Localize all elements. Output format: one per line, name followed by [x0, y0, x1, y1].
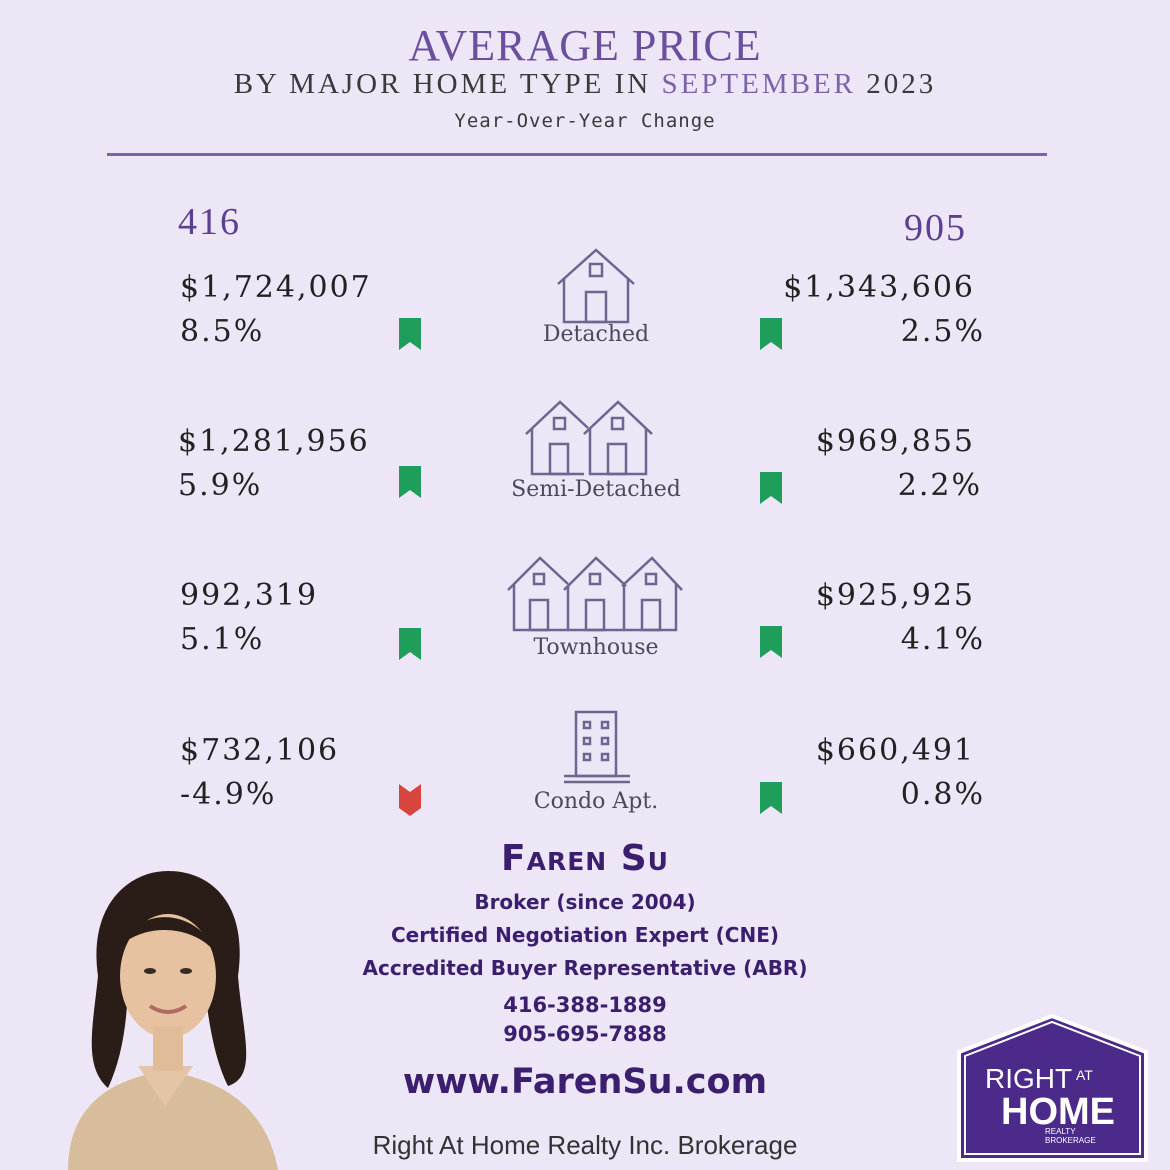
- semi-905-change: 2.2%: [897, 468, 982, 503]
- condo-building-icon: [562, 710, 632, 786]
- arrow-up-icon: [760, 626, 782, 658]
- agent-certification-abr: Accredited Buyer Representative (ABR): [362, 956, 808, 980]
- condo-416-price: $732,106: [180, 733, 340, 768]
- town-416-change: 5.1%: [180, 622, 265, 657]
- semi-416-price: $1,281,956: [178, 424, 370, 459]
- detached-label: Detached: [542, 322, 650, 347]
- semi-detached-house-icon: [524, 400, 654, 476]
- region-905-label: 905: [904, 207, 967, 249]
- agent-name: Faren Su: [501, 838, 669, 879]
- arrow-up-icon: [760, 472, 782, 504]
- page-title: AVERAGE PRICE: [408, 21, 762, 70]
- agent-photo: [28, 866, 303, 1170]
- arrow-up-icon: [399, 628, 421, 660]
- agent-website-link[interactable]: www.FarenSu.com: [402, 1062, 768, 1102]
- condo-label: Condo Apt.: [533, 789, 659, 814]
- arrow-up-icon: [399, 466, 421, 498]
- semi-905-price: $969,855: [815, 424, 975, 459]
- svg-text:BROKERAGE: BROKERAGE: [1045, 1136, 1096, 1145]
- arrow-down-icon: [399, 784, 421, 816]
- page-subtitle: BY MAJOR HOME TYPE IN SEPTEMBER 2023: [233, 68, 937, 100]
- house-icon: [556, 248, 636, 324]
- detached-416-price: $1,724,007: [180, 270, 372, 305]
- townhouse-icon: [506, 556, 684, 632]
- region-416-label: 416: [178, 201, 241, 243]
- town-905-price: $925,925: [815, 578, 975, 613]
- semi-detached-label: Semi-Detached: [511, 477, 681, 502]
- town-416-price: 992,319: [180, 578, 319, 613]
- agent-certification-cne: Certified Negotiation Expert (CNE): [390, 923, 779, 947]
- svg-text:HOME: HOME: [1001, 1091, 1115, 1133]
- arrow-up-icon: [399, 318, 421, 350]
- agent-title: Broker (since 2004): [474, 890, 696, 914]
- brokerage-name: Right At Home Realty Inc. Brokerage: [372, 1130, 798, 1160]
- agent-phone-905[interactable]: 905-695-7888: [503, 1022, 667, 1046]
- semi-416-change: 5.9%: [178, 468, 263, 503]
- town-905-change: 4.1%: [900, 622, 985, 657]
- agent-phone-416[interactable]: 416-388-1889: [503, 993, 667, 1017]
- townhouse-label: Townhouse: [533, 635, 659, 660]
- detached-905-change: 2.5%: [900, 314, 985, 349]
- arrow-up-icon: [760, 782, 782, 814]
- yoy-caption: Year-Over-Year Change: [454, 110, 716, 132]
- detached-416-change: 8.5%: [180, 314, 265, 349]
- condo-905-price: $660,491: [815, 733, 975, 768]
- svg-text:AT: AT: [1076, 1067, 1093, 1083]
- header-divider: [107, 153, 1047, 156]
- condo-416-change: -4.9%: [180, 777, 277, 812]
- svg-text:RIGHT: RIGHT: [985, 1063, 1072, 1094]
- svg-text:REALTY: REALTY: [1045, 1127, 1076, 1136]
- arrow-up-icon: [760, 318, 782, 350]
- detached-905-price: $1,343,606: [783, 270, 975, 305]
- right-at-home-logo: RIGHT AT HOME REALTY BROKERAGE: [955, 1012, 1150, 1162]
- condo-905-change: 0.8%: [900, 777, 985, 812]
